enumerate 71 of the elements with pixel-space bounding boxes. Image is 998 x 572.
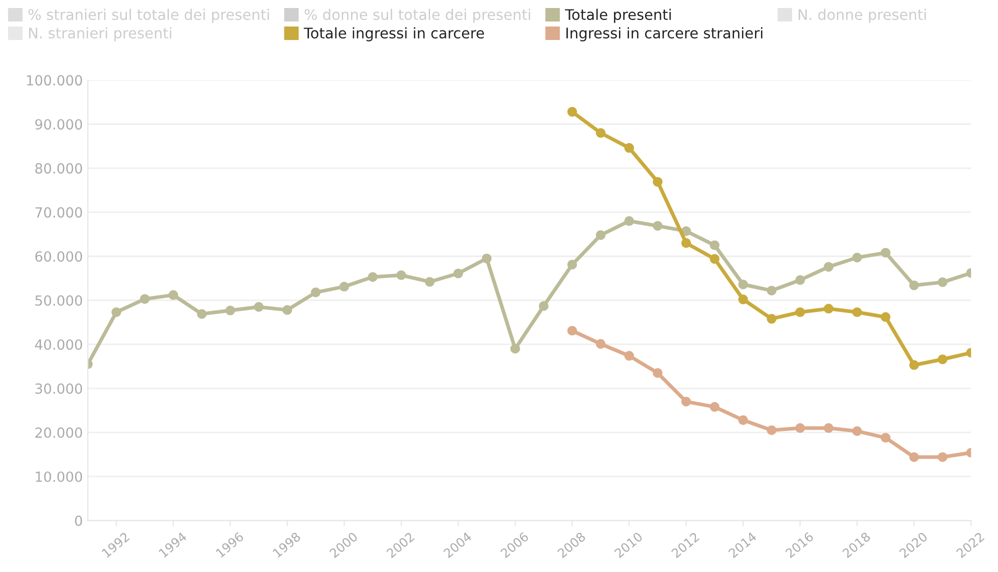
point — [624, 216, 634, 226]
point — [766, 314, 776, 324]
point — [938, 277, 948, 288]
point — [880, 312, 890, 322]
point — [824, 423, 834, 433]
legend-label: Totale presenti — [564, 8, 671, 23]
point — [596, 339, 606, 349]
point — [652, 176, 663, 187]
point — [140, 294, 150, 304]
point — [652, 368, 663, 378]
y-tick-label: 40.000 — [35, 339, 82, 350]
point — [282, 305, 292, 315]
point — [368, 272, 378, 282]
point — [766, 425, 776, 436]
point — [567, 326, 578, 336]
y-tick-label: 90.000 — [35, 119, 82, 130]
point — [795, 423, 805, 433]
point — [624, 143, 634, 153]
point — [681, 396, 692, 406]
point — [652, 221, 663, 231]
point — [710, 402, 720, 412]
point — [766, 286, 776, 296]
y-tick-label: 0 — [75, 515, 82, 526]
point — [624, 350, 634, 361]
point — [453, 268, 464, 278]
y-tick-label: 80.000 — [35, 163, 82, 174]
point — [596, 230, 606, 240]
point — [225, 306, 236, 316]
point — [168, 290, 178, 300]
point — [880, 248, 890, 258]
point — [909, 360, 919, 370]
y-tick-label: 50.000 — [35, 295, 82, 306]
point — [396, 270, 406, 280]
point — [824, 262, 834, 272]
y-tick-label: 100.000 — [27, 75, 82, 86]
point — [710, 240, 720, 250]
legend-label: Ingressi in carcere stranieri — [566, 27, 762, 42]
y-tick-label: 30.000 — [35, 383, 82, 394]
point — [795, 275, 805, 285]
point — [938, 452, 948, 462]
point — [538, 301, 549, 311]
point — [852, 307, 862, 318]
point — [196, 309, 207, 319]
point — [510, 344, 520, 354]
point — [909, 280, 919, 290]
point — [880, 432, 890, 443]
y-tick-label: 70.000 — [36, 207, 82, 218]
point — [938, 354, 948, 364]
point — [852, 426, 862, 436]
y-tick-label: 20.000 — [35, 427, 82, 438]
legend-label: Totale ingressi in carcere — [304, 27, 484, 42]
point — [567, 260, 578, 270]
point — [111, 307, 122, 318]
point — [424, 276, 435, 287]
point — [339, 282, 350, 292]
point — [596, 128, 606, 138]
point — [681, 238, 692, 248]
point — [310, 288, 321, 298]
y-tick-label: 60.000 — [35, 251, 82, 262]
point — [852, 252, 862, 262]
point — [738, 294, 748, 304]
y-tick-label: 10.000 — [36, 471, 82, 482]
point — [795, 307, 805, 318]
point — [254, 302, 264, 312]
point — [738, 280, 748, 290]
point — [482, 254, 492, 264]
point — [824, 304, 834, 314]
point — [710, 254, 720, 264]
point — [738, 415, 748, 425]
point — [909, 452, 919, 462]
point — [567, 106, 578, 117]
